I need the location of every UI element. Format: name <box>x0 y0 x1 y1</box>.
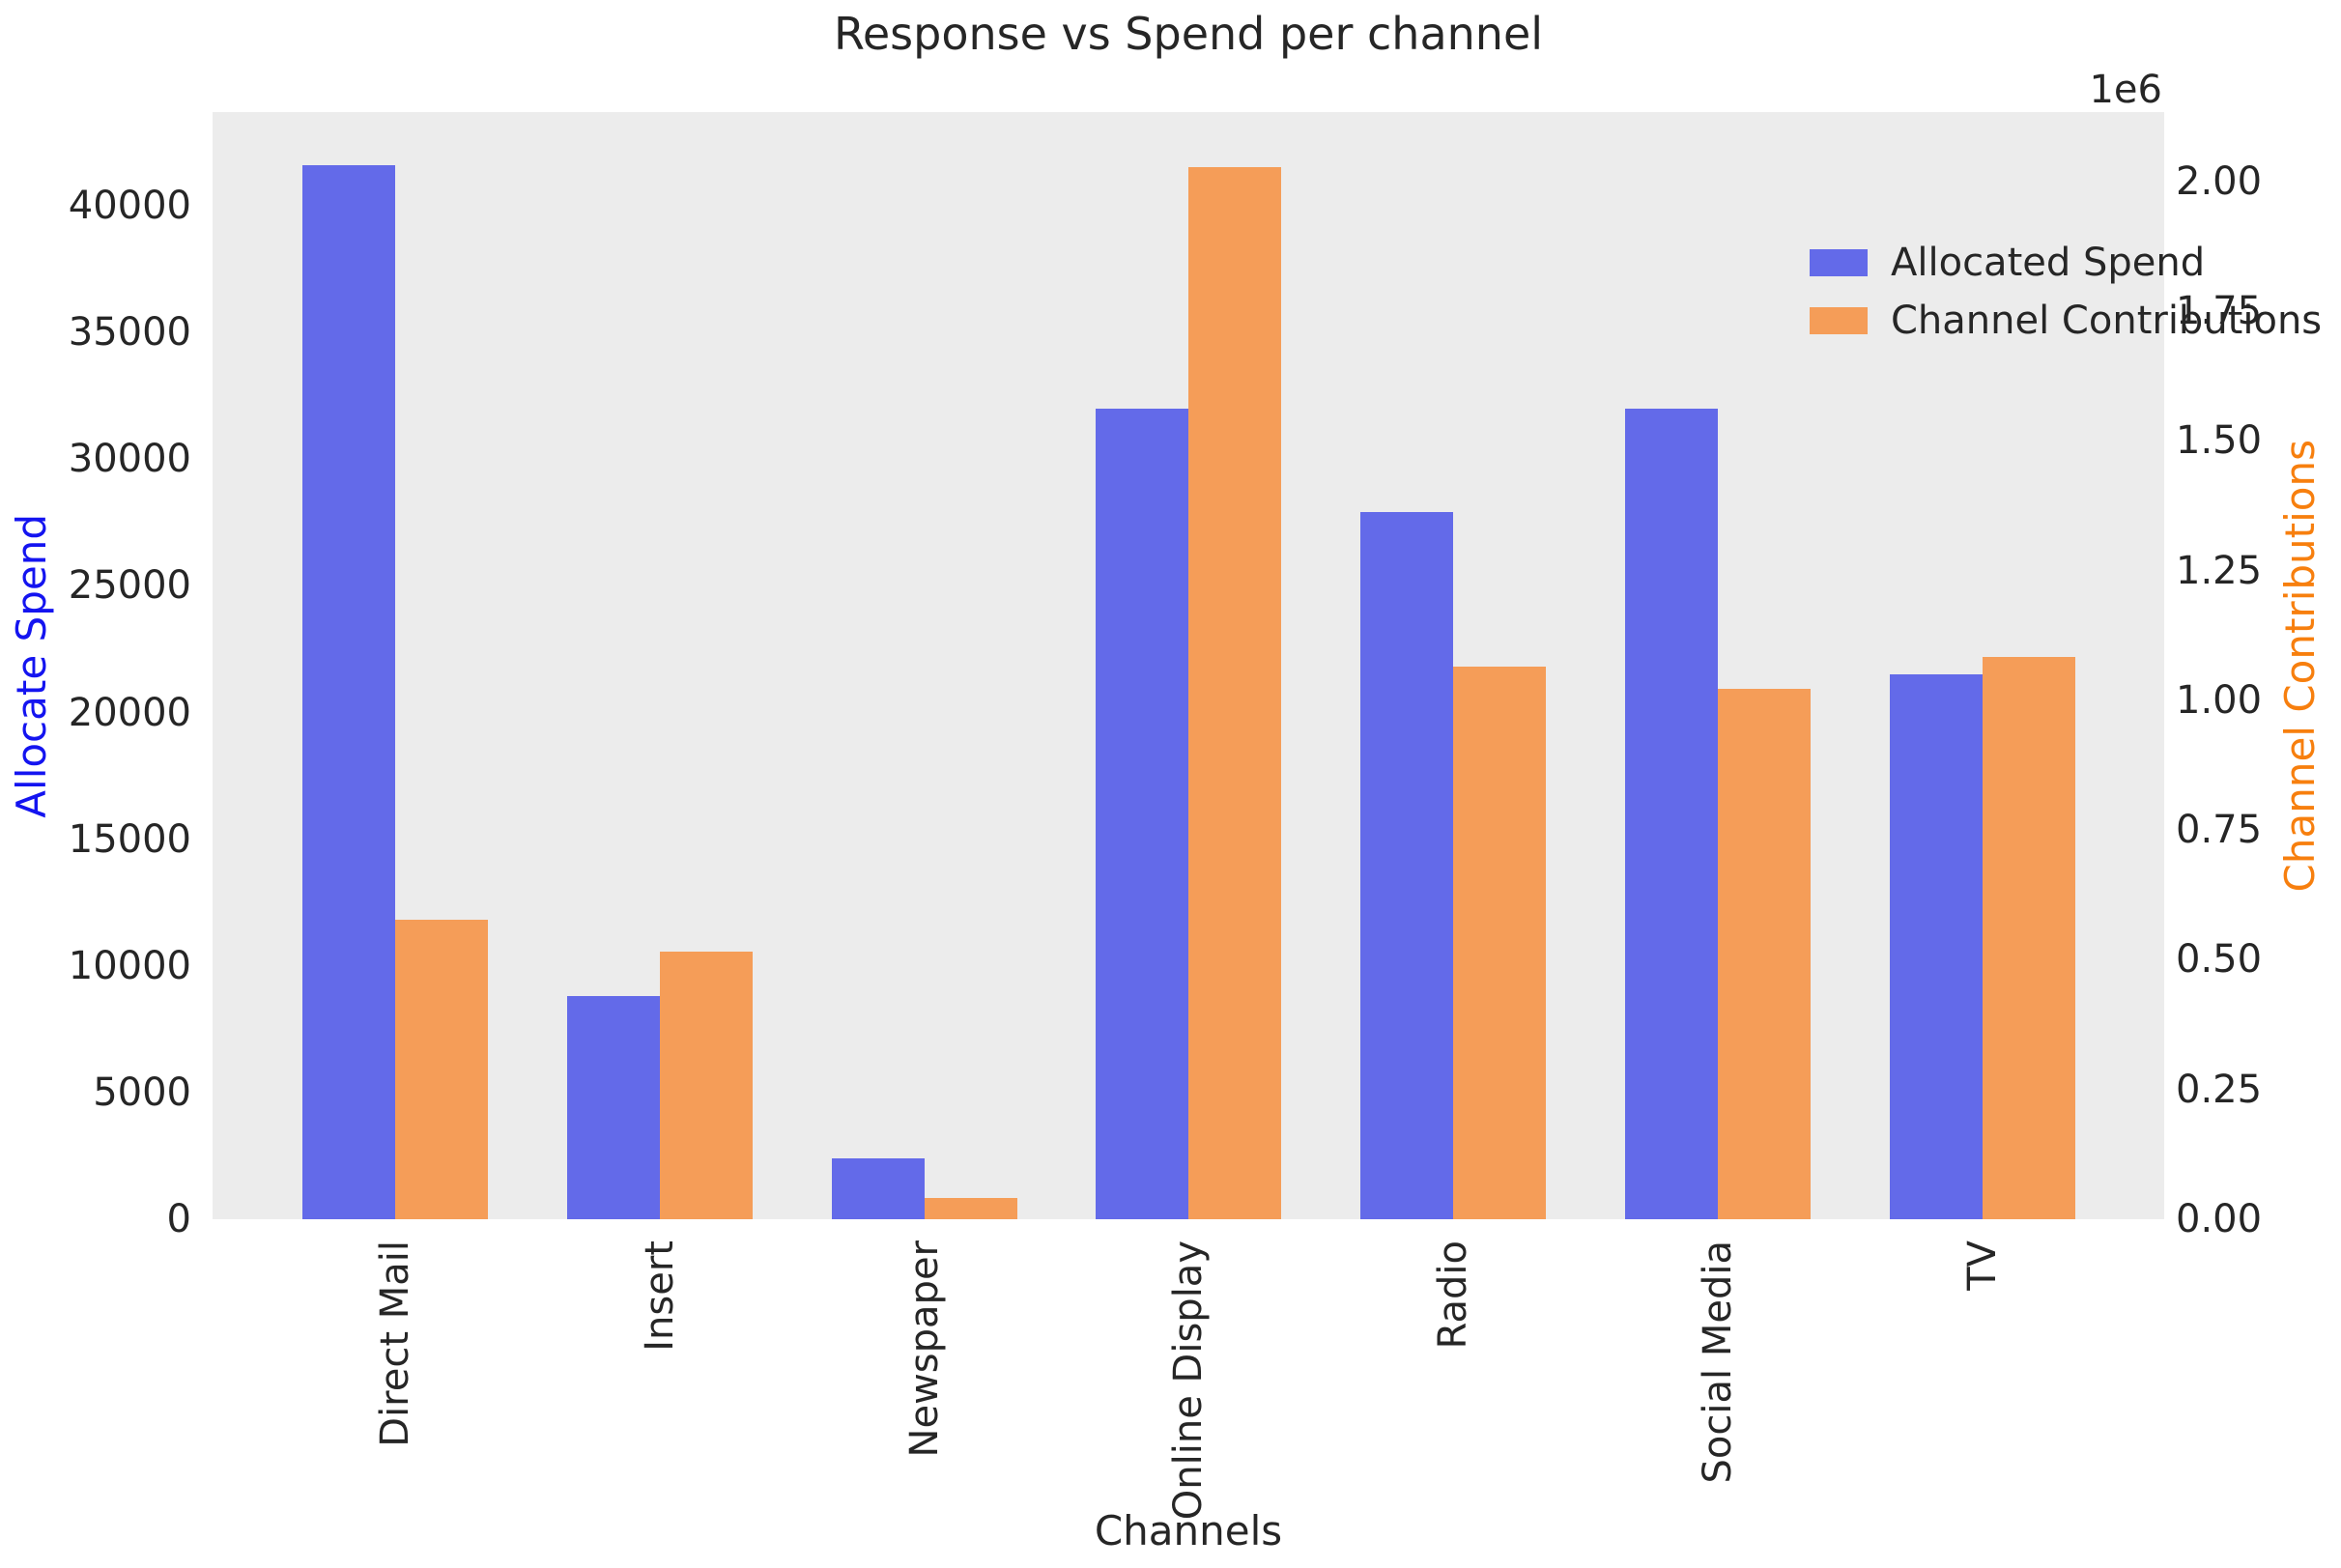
bar-allocated-spend-radio <box>1360 512 1453 1219</box>
y-tick-left-20000: 20000 <box>68 691 191 735</box>
legend-swatch-channel-contributions <box>1810 307 1868 334</box>
y-axis-left-label-box: Allocate Spend <box>8 112 56 1219</box>
y-tick-right-1.75: 1.75 <box>2176 289 2263 333</box>
right-axis-offset-label: 1e6 <box>2089 68 2162 112</box>
x-tick-insert: Insert <box>638 1240 682 1352</box>
y-tick-left-10000: 10000 <box>68 944 191 988</box>
y-axis-right-label: Channel Contributions <box>2276 439 2324 893</box>
y-tick-right-0.75: 0.75 <box>2176 808 2263 852</box>
legend-swatch-allocated-spend <box>1810 249 1868 276</box>
y-tick-right-0.00: 0.00 <box>2176 1197 2263 1241</box>
x-tick-direct-mail: Direct Mail <box>373 1240 417 1447</box>
y-tick-right-0.25: 0.25 <box>2176 1068 2263 1112</box>
bar-channel-contributions-radio <box>1453 667 1546 1219</box>
plot-area: Allocated Spend Channel Contributions <box>213 112 2322 1219</box>
y-tick-left-0: 0 <box>166 1197 191 1241</box>
legend-label: Channel Contributions <box>1891 299 2323 343</box>
y-tick-left-40000: 40000 <box>68 184 191 228</box>
y-tick-right-1.25: 1.25 <box>2176 549 2263 593</box>
bar-channel-contributions-direct-mail <box>395 920 488 1219</box>
bar-channel-contributions-newspaper <box>925 1198 1017 1219</box>
bar-channel-contributions-insert <box>660 952 753 1219</box>
y-axis-right-label-box: Channel Contributions <box>2276 112 2325 1219</box>
x-tick-social-media: Social Media <box>1696 1240 1740 1484</box>
y-tick-right-2.00: 2.00 <box>2176 159 2263 204</box>
y-tick-right-1.00: 1.00 <box>2176 678 2263 723</box>
x-tick-radio: Radio <box>1431 1240 1475 1350</box>
bar-allocated-spend-direct-mail <box>302 165 395 1219</box>
legend-item-channel-contributions: Channel Contributions <box>1810 299 2322 343</box>
x-tick-tv: TV <box>1960 1240 2005 1291</box>
bar-channel-contributions-social-media <box>1718 689 1811 1219</box>
x-tick-online-display: Online Display <box>1166 1240 1211 1521</box>
y-tick-left-5000: 5000 <box>93 1070 191 1115</box>
bar-channel-contributions-tv <box>1983 657 2075 1219</box>
bar-allocated-spend-social-media <box>1625 409 1718 1219</box>
y-tick-left-35000: 35000 <box>68 310 191 355</box>
y-tick-left-25000: 25000 <box>68 563 191 608</box>
y-tick-right-1.50: 1.50 <box>2176 418 2263 463</box>
bar-allocated-spend-insert <box>567 996 660 1219</box>
x-tick-newspaper: Newspaper <box>902 1240 947 1458</box>
bar-allocated-spend-newspaper <box>832 1158 925 1219</box>
legend-label: Allocated Spend <box>1891 241 2206 285</box>
x-axis-label: Channels <box>1094 1507 1283 1554</box>
y-tick-left-15000: 15000 <box>68 817 191 862</box>
y-tick-right-0.50: 0.50 <box>2176 937 2263 982</box>
legend-item-allocated-spend: Allocated Spend <box>1810 241 2322 285</box>
bar-allocated-spend-tv <box>1890 674 1983 1219</box>
legend: Allocated Spend Channel Contributions <box>1810 241 2322 365</box>
y-axis-left-label: Allocate Spend <box>8 513 55 818</box>
y-tick-left-30000: 30000 <box>68 437 191 481</box>
chart-title: Response vs Spend per channel <box>833 8 1544 60</box>
bar-channel-contributions-online-display <box>1188 167 1281 1219</box>
bar-allocated-spend-online-display <box>1096 409 1188 1219</box>
